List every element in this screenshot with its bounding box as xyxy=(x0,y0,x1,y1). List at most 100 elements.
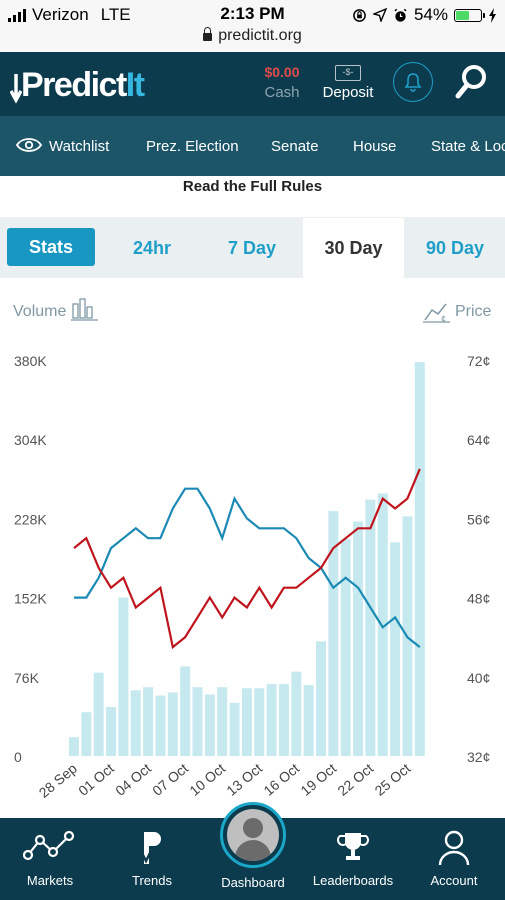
date-tick-label: 01 Oct xyxy=(75,760,117,799)
svg-text:¢: ¢ xyxy=(441,314,446,324)
line-chart-icon: ¢ xyxy=(423,303,450,324)
search-button[interactable] xyxy=(455,64,489,105)
dollar-bill-icon: -$- xyxy=(335,65,361,81)
volume-bar xyxy=(93,672,104,756)
date-tick-label: 04 Oct xyxy=(112,760,154,799)
date-tick-label: 22 Oct xyxy=(334,760,376,799)
markets-label: Markets xyxy=(26,873,74,888)
volume-bar xyxy=(303,685,314,756)
bottom-nav-trends[interactable]: Trends xyxy=(102,818,202,900)
price-ticks: 72¢ 64¢ 56¢ 48¢ 40¢ 32¢ xyxy=(467,353,490,765)
bottom-nav: Markets Trends Dashboard Leaderboards Ac… xyxy=(0,802,505,900)
tab-90-day[interactable]: 90 Day xyxy=(425,238,485,258)
bar-chart-icon xyxy=(71,298,98,321)
volume-bar xyxy=(254,688,265,756)
status-left: Verizon LTE xyxy=(8,5,131,25)
volume-bar xyxy=(155,695,166,756)
status-right: 54% xyxy=(352,5,497,25)
volume-bar xyxy=(390,542,401,756)
signal-icon xyxy=(8,8,26,22)
bottom-nav-markets[interactable]: Markets xyxy=(0,818,100,900)
tab-30-day[interactable]: 30 Day xyxy=(303,218,404,278)
location-icon xyxy=(372,8,387,22)
date-tick-label: 28 Sep xyxy=(36,760,80,801)
cash-label: Cash xyxy=(264,84,300,101)
date-tick-label: 10 Oct xyxy=(186,760,228,799)
volume-tick-label: 76K xyxy=(14,670,40,686)
carrier-name: Verizon xyxy=(32,5,89,24)
volume-bar xyxy=(229,702,240,756)
volume-bar xyxy=(130,690,141,756)
read-full-rules-link[interactable]: Read the Full Rules xyxy=(0,176,505,218)
avatar-placeholder-icon xyxy=(227,809,279,861)
volume-tick-label: 304K xyxy=(14,432,47,448)
price-tick-label: 32¢ xyxy=(467,749,490,765)
tab-7-day[interactable]: 7 Day xyxy=(227,238,277,258)
volume-bar xyxy=(328,511,339,756)
volume-bar xyxy=(118,597,129,756)
price-tick-label: 48¢ xyxy=(467,591,490,607)
eye-icon xyxy=(16,138,42,152)
rotation-lock-icon xyxy=(353,8,366,22)
volume-ticks: 380K 304K 228K 152K 76K 0 xyxy=(14,353,47,765)
price-tick-label: 64¢ xyxy=(467,432,490,448)
volume-bar xyxy=(106,707,117,756)
chart-svg: Volume ¢ Price 380K 304K 228K 152K 76K 0 72¢ 6… xyxy=(13,298,492,801)
volume-bar xyxy=(353,521,364,756)
nav-state-local[interactable]: State & Local xyxy=(431,138,505,155)
volume-bar xyxy=(278,684,289,756)
tab-stats[interactable]: Stats xyxy=(7,228,95,266)
logo-arrow-icon xyxy=(10,74,22,104)
deposit-button[interactable]: -$- Deposit xyxy=(318,62,378,101)
nav-prez-election[interactable]: Prez. Election xyxy=(146,138,239,155)
account-icon xyxy=(438,830,470,866)
battery-icon xyxy=(454,8,485,22)
bell-icon xyxy=(404,73,422,92)
charging-bolt-icon xyxy=(489,7,496,23)
trophy-icon xyxy=(337,833,369,860)
predictit-logo[interactable]: PredictIt xyxy=(10,66,145,105)
address-bar[interactable]: predictit.org xyxy=(0,27,505,45)
nav-watchlist[interactable]: Watchlist xyxy=(49,138,110,155)
volume-tick-label: 228K xyxy=(14,511,47,527)
bottom-nav-dashboard[interactable]: Dashboard xyxy=(203,802,303,900)
search-icon xyxy=(455,65,486,99)
volume-bar xyxy=(316,641,326,756)
lock-icon xyxy=(203,27,213,41)
price-line-blue xyxy=(74,487,421,648)
volume-bar xyxy=(340,539,351,756)
volume-axis-label: Volume xyxy=(13,303,66,320)
cash-balance[interactable]: $0.00 Cash xyxy=(256,64,308,101)
app-header: PredictIt $0.00 Cash -$- Deposit xyxy=(0,52,505,116)
price-tick-label: 56¢ xyxy=(467,511,490,527)
volume-bar xyxy=(180,666,191,756)
volume-bar xyxy=(266,684,277,756)
volume-bar xyxy=(143,687,154,756)
battery-percent: 54% xyxy=(413,5,448,24)
volume-bar xyxy=(241,688,252,756)
logo-main-text: Predict xyxy=(21,66,127,104)
trends-icon xyxy=(139,832,161,864)
bottom-nav-leaderboards[interactable]: Leaderboards xyxy=(303,818,403,900)
date-tick-label: 19 Oct xyxy=(297,760,339,799)
trends-label: Trends xyxy=(132,873,172,888)
dashboard-label: Dashboard xyxy=(221,875,285,890)
volume-bar xyxy=(414,362,425,756)
nav-house[interactable]: House xyxy=(353,138,397,155)
price-axis-label: Price xyxy=(455,303,492,320)
tab-24hr[interactable]: 24hr xyxy=(132,238,172,258)
volume-bar xyxy=(81,712,92,756)
volume-tick-label: 380K xyxy=(14,353,47,369)
notifications-button[interactable] xyxy=(393,62,433,102)
dashboard-avatar xyxy=(220,802,286,868)
date-tick-label: 07 Oct xyxy=(149,760,191,799)
nav-senate[interactable]: Senate xyxy=(271,138,319,155)
volume-bar xyxy=(192,687,203,756)
date-tick-label: 25 Oct xyxy=(371,760,413,799)
deposit-label: Deposit xyxy=(322,84,374,101)
bottom-nav-account[interactable]: Account xyxy=(404,818,504,900)
volume-bar xyxy=(377,493,388,756)
price-volume-chart: Volume ¢ Price 380K 304K 228K 152K 76K 0 72¢ 6… xyxy=(0,278,505,818)
